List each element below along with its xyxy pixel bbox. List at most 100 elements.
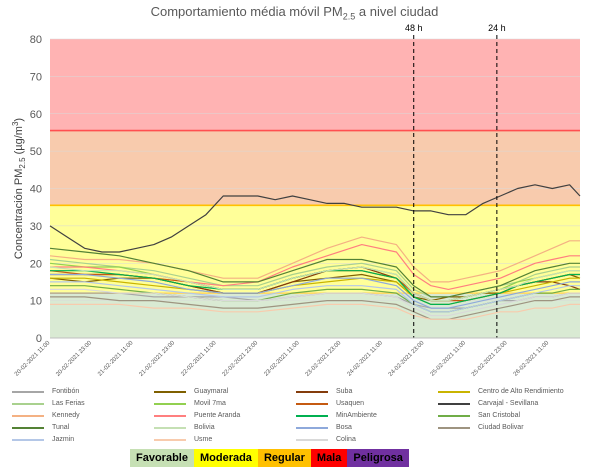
legend: Fontibón Guaymaral Suba Centro de Alto Rend…	[12, 386, 582, 445]
legend-item: Tunal	[12, 422, 154, 433]
series-line-jazmin	[50, 281, 580, 313]
legend-swatch	[154, 426, 186, 429]
y-tick-label: 10	[30, 296, 42, 308]
series-line-bosa	[50, 273, 580, 309]
legend-item: Movil 7ma	[154, 398, 296, 409]
x-tick-label: 20-02-2021 11:00	[14, 340, 52, 378]
legend-label: Las Ferias	[52, 400, 85, 407]
x-tick-label: 22-02-2021 11:00	[180, 340, 218, 378]
category-moderada: Moderada	[193, 449, 258, 467]
legend-label: Usme	[194, 436, 213, 443]
legend-item: Ciudad Bolivar	[438, 422, 580, 433]
legend-swatch	[296, 426, 328, 429]
legend-swatch	[154, 414, 186, 417]
legend-swatch	[438, 390, 470, 393]
legend-item: San Cristobal	[438, 410, 580, 421]
series-line-usme	[50, 303, 580, 320]
series-line-centro-de-alto-rendimiento	[50, 277, 580, 305]
legend-item: Bolivia	[154, 422, 296, 433]
band-0	[50, 293, 580, 338]
legend-label: Jazmin	[52, 436, 75, 443]
y-tick-label: 50	[30, 146, 42, 158]
legend-item: Guaymaral	[154, 386, 296, 397]
series-line-minambiente	[50, 270, 580, 305]
legend-swatch	[12, 438, 44, 441]
x-tick-label: 23-02-2021 23:00	[305, 340, 343, 378]
chart-title: Comportamiento média móvil PM2.5 a nivel…	[0, 4, 589, 22]
legend-label: Bolivia	[194, 424, 215, 431]
legend-swatch	[154, 438, 186, 441]
category-mala: Mala	[310, 449, 348, 467]
y-tick-label: 40	[30, 184, 42, 196]
legend-label: MinAmbiente	[336, 412, 377, 419]
legend-swatch	[12, 390, 44, 393]
category-legend: Favorable Moderada Regular Mala Peligrosa	[130, 449, 409, 467]
legend-item: Las Ferias	[12, 398, 154, 409]
legend-label: Centro de Alto Rendimiento	[478, 388, 564, 395]
x-tick-label: 24-02-2021 11:00	[347, 340, 385, 378]
legend-label: Guaymaral	[194, 388, 229, 395]
legend-label: Suba	[336, 388, 353, 395]
legend-swatch	[296, 402, 328, 405]
series-line-colina	[50, 288, 580, 317]
legend-item: Colina	[296, 434, 438, 445]
legend-label: Kennedy	[52, 412, 80, 419]
legend-item: Carvajal - Sevillana	[438, 398, 580, 409]
series-line-bolivia	[49, 266, 580, 302]
legend-swatch	[296, 390, 328, 393]
x-tick-label: 24-02-2021 23:00	[388, 340, 426, 378]
legend-swatch	[296, 414, 328, 417]
legend-item: MinAmbiente	[296, 410, 438, 421]
legend-label: Carvajal - Sevillana	[478, 400, 539, 407]
legend-swatch	[438, 402, 470, 405]
legend-label: Tunal	[52, 424, 70, 431]
x-tick-label: 23-02-2021 11:00	[263, 340, 301, 378]
legend-item: Centro de Alto Rendimiento	[438, 386, 580, 397]
legend-label: Puente Aranda	[194, 412, 241, 419]
x-tick-label: 26-02-2021 11:00	[513, 340, 551, 378]
legend-item: Puente Aranda	[154, 410, 296, 421]
legend-swatch	[154, 402, 186, 405]
legend-label: Fontibón	[52, 388, 80, 395]
legend-swatch	[12, 426, 44, 429]
chart-title-main: Comportamiento média móvil PM	[150, 4, 343, 19]
series-line-tunal	[49, 247, 580, 298]
band-2	[50, 130, 580, 206]
category-favorable: Favorable	[130, 449, 194, 467]
legend-item: Bosa	[296, 422, 438, 433]
chart-title-suffix: a nivel ciudad	[355, 4, 439, 19]
legend-item: Usme	[154, 434, 296, 445]
legend-label: Usaquen	[336, 400, 365, 407]
x-tick-label: 22-02-2021 23:00	[222, 340, 260, 378]
legend-item: Usaquen	[296, 398, 438, 409]
y-tick-label: 70	[30, 71, 42, 83]
category-regular: Regular	[257, 449, 311, 467]
y-tick-label: 80	[30, 34, 42, 46]
x-tick-label: 25-02-2021 11:00	[430, 340, 468, 378]
legend-label: Bosa	[336, 424, 352, 431]
legend-swatch	[12, 414, 44, 417]
marker-label-1: 24 h	[488, 23, 506, 33]
legend-label: Movil 7ma	[194, 400, 226, 407]
marker-label-0: 48 h	[405, 23, 423, 33]
x-tick-label: 21-02-2021 11:00	[97, 340, 135, 378]
y-tick-label: 20	[30, 258, 42, 270]
band-3	[50, 39, 580, 131]
x-tick-label: 25-02-2021 23:00	[471, 340, 509, 378]
y-tick-label: 60	[30, 109, 42, 121]
legend-swatch	[438, 426, 470, 429]
series-line-carvajal-sevillana	[49, 184, 581, 253]
series-line-ciudad-bolivar	[50, 296, 580, 320]
legend-item: Suba	[296, 386, 438, 397]
legend-label: Ciudad Bolivar	[478, 424, 524, 431]
y-tick-label: 30	[30, 221, 42, 233]
legend-swatch	[12, 402, 44, 405]
legend-item: Fontibón	[12, 386, 154, 397]
legend-swatch	[438, 414, 470, 417]
legend-item: Kennedy	[12, 410, 154, 421]
y-tick-label: 0	[36, 333, 42, 345]
legend-label: Colina	[336, 436, 356, 443]
series-line-las-ferias	[49, 258, 580, 298]
